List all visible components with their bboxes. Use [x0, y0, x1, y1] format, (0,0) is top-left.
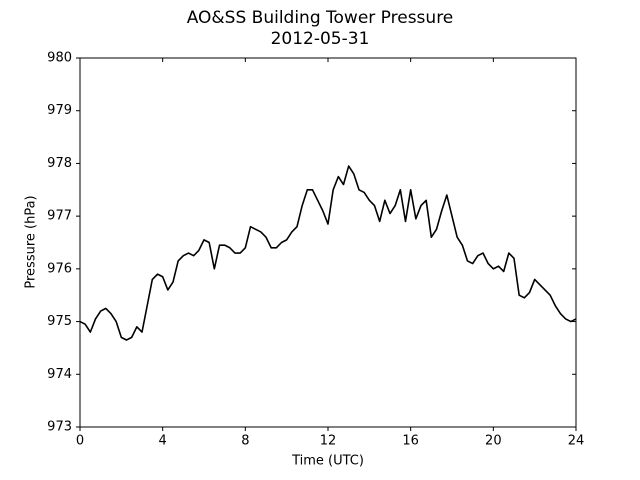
y-tick-label: 977 [47, 209, 72, 224]
chart-title: AO&SS Building Tower Pressure [187, 8, 454, 28]
y-tick-label: 974 [47, 367, 72, 382]
y-tick-label: 979 [47, 103, 72, 118]
x-tick-label: 20 [485, 434, 502, 449]
x-axis-label: Time (UTC) [291, 454, 364, 469]
x-tick-label: 8 [241, 434, 249, 449]
data-line [79, 165, 577, 341]
x-tick-label: 16 [402, 434, 419, 449]
x-tick-label: 0 [76, 434, 84, 449]
x-tick-label: 24 [568, 434, 585, 449]
y-axis-label: Pressure (hPa) [24, 195, 39, 288]
y-tick-label: 978 [47, 156, 72, 171]
x-tick-label: 4 [159, 434, 167, 449]
y-tick-label: 976 [47, 261, 72, 276]
y-tick-label: 973 [47, 420, 72, 435]
y-tick-label: 975 [47, 314, 72, 329]
plot-frame [79, 57, 577, 428]
chart-subtitle: 2012-05-31 [271, 29, 370, 49]
y-tick-label: 980 [47, 51, 72, 66]
x-tick-label: 12 [320, 434, 337, 449]
